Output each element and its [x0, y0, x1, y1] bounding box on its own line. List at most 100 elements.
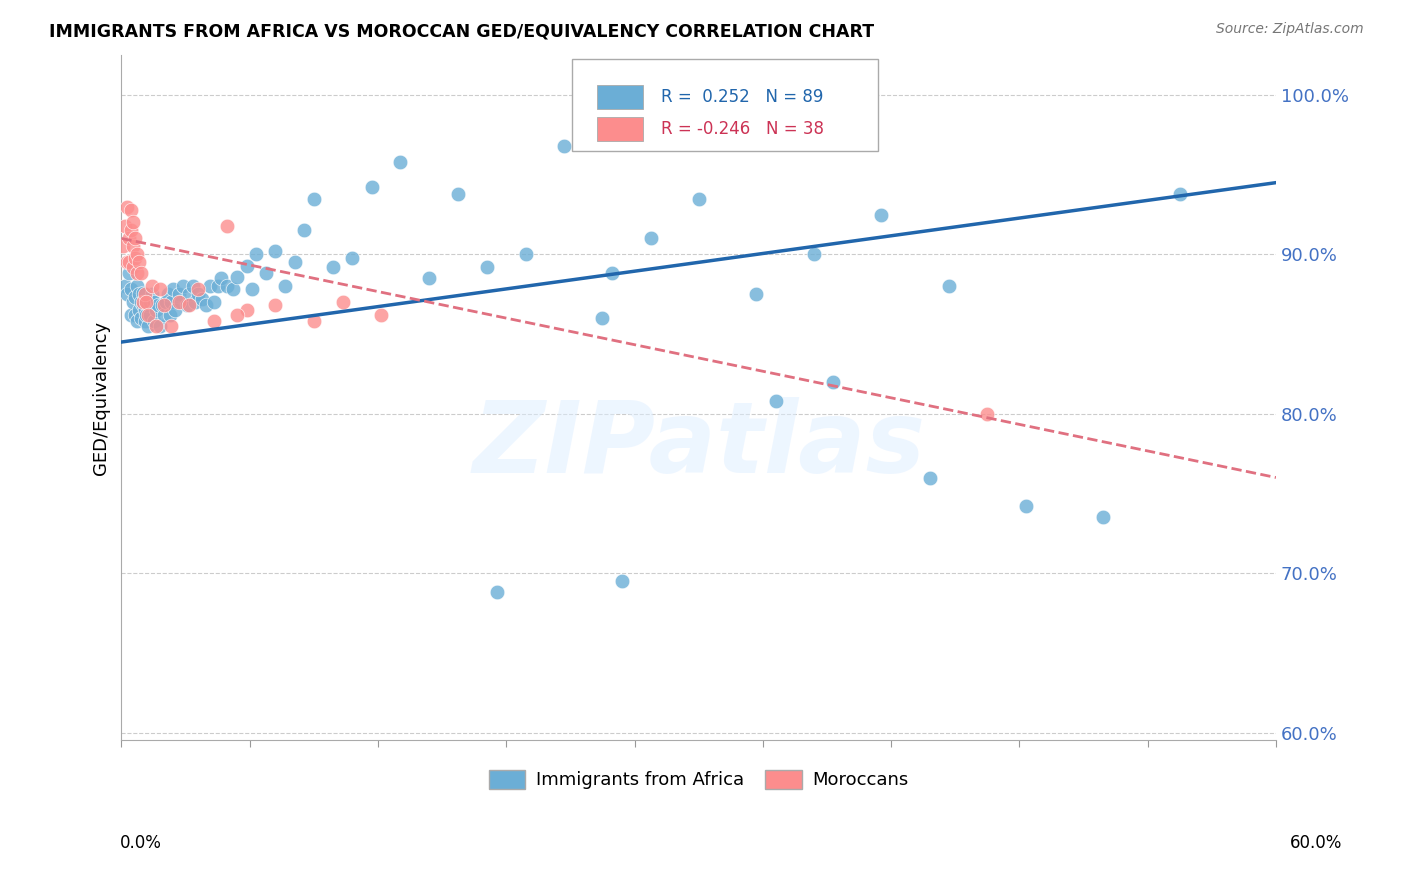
Point: [207, 279, 229, 293]
Point: [322, 260, 344, 274]
Point: [1015, 499, 1038, 513]
Point: [118, 231, 141, 245]
Point: [302, 314, 325, 328]
FancyBboxPatch shape: [572, 59, 877, 151]
Point: [122, 260, 145, 274]
Point: [245, 247, 267, 261]
Point: [765, 394, 787, 409]
Point: [115, 255, 138, 269]
Point: [191, 292, 214, 306]
Point: [225, 269, 247, 284]
Point: [122, 239, 145, 253]
Text: 0.0%: 0.0%: [120, 834, 162, 852]
Point: [389, 155, 412, 169]
Point: [145, 303, 167, 318]
Point: [976, 407, 998, 421]
Point: [129, 311, 152, 326]
Point: [155, 295, 177, 310]
Point: [918, 470, 941, 484]
Point: [418, 271, 440, 285]
Point: [138, 298, 160, 312]
FancyBboxPatch shape: [598, 85, 644, 110]
Point: [284, 255, 307, 269]
Point: [134, 287, 156, 301]
Point: [264, 298, 287, 312]
Point: [167, 287, 190, 301]
Point: [1091, 510, 1114, 524]
Point: [823, 375, 845, 389]
Point: [938, 279, 960, 293]
Point: [125, 279, 148, 293]
Point: [475, 260, 498, 274]
Point: [145, 319, 167, 334]
FancyBboxPatch shape: [598, 117, 644, 142]
Text: IMMIGRANTS FROM AFRICA VS MOROCCAN GED/EQUIVALENCY CORRELATION CHART: IMMIGRANTS FROM AFRICA VS MOROCCAN GED/E…: [49, 22, 875, 40]
Point: [485, 585, 508, 599]
Point: [139, 295, 162, 310]
Point: [370, 308, 392, 322]
Point: [138, 319, 160, 334]
Point: [195, 298, 218, 312]
Point: [122, 215, 145, 229]
Point: [553, 139, 575, 153]
Text: 60.0%: 60.0%: [1291, 834, 1343, 852]
Point: [360, 180, 382, 194]
Point: [135, 295, 157, 310]
Point: [176, 298, 198, 312]
Point: [143, 314, 166, 328]
Text: R = -0.246   N = 38: R = -0.246 N = 38: [661, 120, 824, 138]
Point: [225, 308, 247, 322]
Point: [177, 287, 200, 301]
Point: [181, 279, 204, 293]
Point: [202, 314, 225, 328]
Point: [120, 282, 142, 296]
Point: [146, 298, 169, 312]
Point: [342, 251, 364, 265]
Point: [254, 267, 277, 281]
Point: [134, 303, 156, 318]
Point: [135, 308, 157, 322]
Point: [160, 295, 183, 310]
Point: [120, 202, 142, 217]
Point: [202, 295, 225, 310]
Point: [172, 279, 194, 293]
Point: [131, 285, 153, 300]
Point: [149, 319, 172, 334]
Point: [592, 311, 614, 326]
Point: [217, 279, 239, 293]
Point: [128, 303, 150, 318]
Text: R =  0.252   N = 89: R = 0.252 N = 89: [661, 88, 823, 106]
Point: [138, 308, 160, 322]
Point: [122, 295, 145, 310]
Point: [162, 282, 184, 296]
Text: Source: ZipAtlas.com: Source: ZipAtlas.com: [1216, 22, 1364, 37]
Point: [139, 308, 162, 322]
Text: ZIPatlas: ZIPatlas: [472, 397, 925, 494]
Point: [152, 308, 174, 322]
Point: [1168, 186, 1191, 201]
Point: [688, 192, 710, 206]
Point: [240, 282, 263, 296]
Point: [125, 247, 148, 261]
Point: [187, 287, 209, 301]
Point: [222, 282, 245, 296]
Point: [128, 287, 150, 301]
Point: [217, 219, 239, 233]
Point: [332, 295, 354, 310]
Point: [128, 255, 150, 269]
Point: [114, 219, 136, 233]
Legend: Immigrants from Africa, Moroccans: Immigrants from Africa, Moroccans: [481, 763, 915, 797]
Point: [302, 192, 325, 206]
Point: [141, 279, 163, 293]
Point: [149, 282, 172, 296]
Point: [292, 223, 315, 237]
Point: [211, 271, 233, 285]
Point: [115, 200, 138, 214]
Point: [600, 267, 623, 281]
Point: [235, 303, 257, 318]
Point: [170, 295, 193, 310]
Point: [150, 298, 173, 312]
Point: [125, 267, 148, 281]
Point: [129, 267, 152, 281]
Point: [183, 295, 205, 310]
